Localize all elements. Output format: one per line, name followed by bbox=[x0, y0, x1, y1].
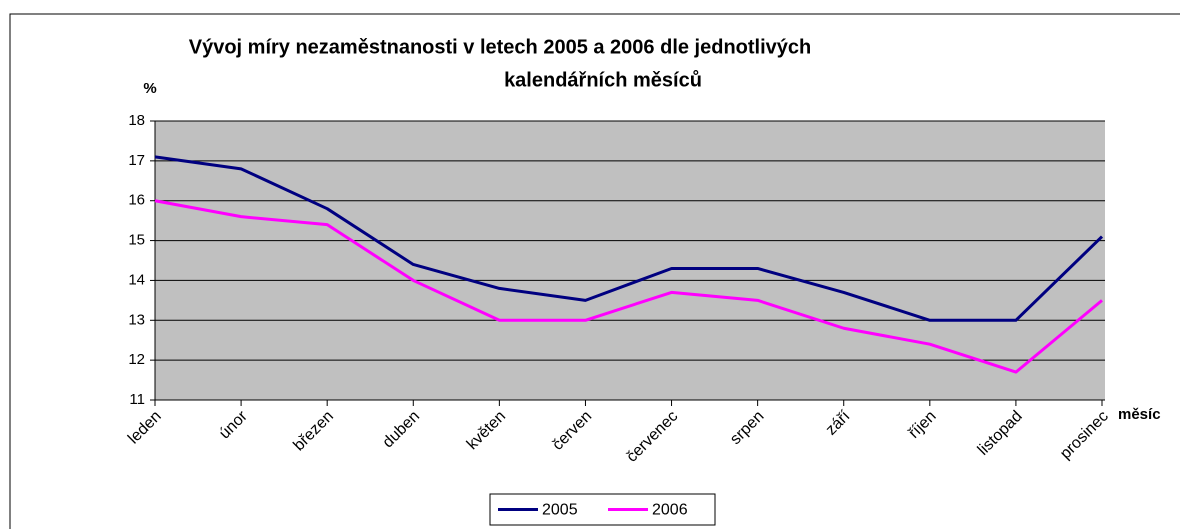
y-tick-label: 18 bbox=[128, 112, 145, 129]
chart-title: kalendářních měsíců bbox=[504, 69, 702, 91]
legend-label: 2005 bbox=[542, 502, 578, 519]
y-tick-label: 15 bbox=[128, 232, 145, 249]
y-tick-label: 17 bbox=[128, 152, 145, 169]
y-tick-label: 16 bbox=[128, 192, 145, 209]
x-axis-label: měsíc bbox=[1118, 406, 1161, 423]
plot-area bbox=[155, 121, 1105, 400]
legend-label: 2006 bbox=[652, 502, 688, 519]
y-tick-label: 13 bbox=[128, 311, 145, 328]
series-line bbox=[154, 155, 1104, 322]
y-axis-label: % bbox=[143, 80, 156, 97]
chart-title: Vývoj míry nezaměstnanosti v letech 2005… bbox=[189, 36, 812, 58]
series-line bbox=[154, 199, 1103, 374]
y-tick-label: 11 bbox=[129, 391, 145, 408]
y-tick-label: 12 bbox=[128, 351, 145, 368]
y-tick-label: 14 bbox=[128, 271, 145, 288]
